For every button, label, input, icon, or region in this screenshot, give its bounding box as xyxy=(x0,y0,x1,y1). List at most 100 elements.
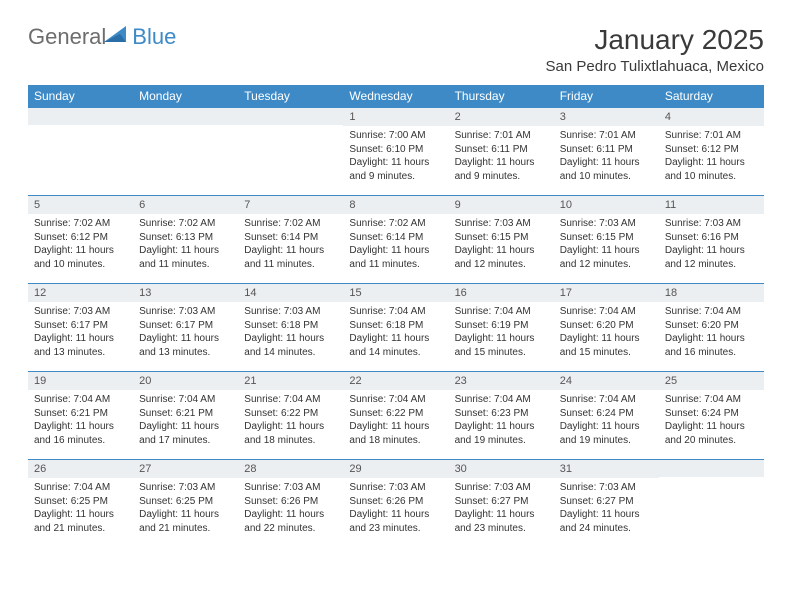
sunrise-text: Sunrise: 7:03 AM xyxy=(560,481,653,495)
calendar-cell: 17Sunrise: 7:04 AMSunset: 6:20 PMDayligh… xyxy=(554,284,659,372)
calendar-cell: 8Sunrise: 7:02 AMSunset: 6:14 PMDaylight… xyxy=(343,196,448,284)
day-number: 6 xyxy=(133,196,238,214)
daylight-text: Daylight: 11 hours and 12 minutes. xyxy=(665,244,758,271)
dayhead-sun: Sunday xyxy=(28,85,133,108)
sunrise-text: Sunrise: 7:04 AM xyxy=(34,481,127,495)
cell-body: Sunrise: 7:03 AMSunset: 6:17 PMDaylight:… xyxy=(133,302,238,363)
cell-body: Sunrise: 7:04 AMSunset: 6:20 PMDaylight:… xyxy=(554,302,659,363)
cell-body: Sunrise: 7:00 AMSunset: 6:10 PMDaylight:… xyxy=(343,126,448,187)
location-text: San Pedro Tulixtlahuaca, Mexico xyxy=(546,58,764,75)
calendar-cell: 2Sunrise: 7:01 AMSunset: 6:11 PMDaylight… xyxy=(449,108,554,196)
cell-body: Sunrise: 7:01 AMSunset: 6:12 PMDaylight:… xyxy=(659,126,764,187)
sunset-text: Sunset: 6:17 PM xyxy=(139,319,232,333)
sunrise-text: Sunrise: 7:03 AM xyxy=(34,305,127,319)
cell-body: Sunrise: 7:04 AMSunset: 6:22 PMDaylight:… xyxy=(343,390,448,451)
daylight-text: Daylight: 11 hours and 18 minutes. xyxy=(244,420,337,447)
sunrise-text: Sunrise: 7:03 AM xyxy=(455,217,548,231)
cell-body: Sunrise: 7:03 AMSunset: 6:15 PMDaylight:… xyxy=(449,214,554,275)
dayhead-mon: Monday xyxy=(133,85,238,108)
calendar-row: 26Sunrise: 7:04 AMSunset: 6:25 PMDayligh… xyxy=(28,460,764,548)
calendar-cell: 29Sunrise: 7:03 AMSunset: 6:26 PMDayligh… xyxy=(343,460,448,548)
sunrise-text: Sunrise: 7:03 AM xyxy=(244,305,337,319)
day-number: 27 xyxy=(133,460,238,478)
sunset-text: Sunset: 6:20 PM xyxy=(665,319,758,333)
sunrise-text: Sunrise: 7:03 AM xyxy=(244,481,337,495)
sunrise-text: Sunrise: 7:04 AM xyxy=(244,393,337,407)
calendar-cell: 26Sunrise: 7:04 AMSunset: 6:25 PMDayligh… xyxy=(28,460,133,548)
logo-text-general: General xyxy=(28,24,106,50)
daylight-text: Daylight: 11 hours and 20 minutes. xyxy=(665,420,758,447)
cell-body: Sunrise: 7:02 AMSunset: 6:13 PMDaylight:… xyxy=(133,214,238,275)
dayhead-thu: Thursday xyxy=(449,85,554,108)
day-number: 18 xyxy=(659,284,764,302)
day-number: 1 xyxy=(343,108,448,126)
calendar-cell: 9Sunrise: 7:03 AMSunset: 6:15 PMDaylight… xyxy=(449,196,554,284)
cell-body: Sunrise: 7:04 AMSunset: 6:23 PMDaylight:… xyxy=(449,390,554,451)
calendar-cell: 1Sunrise: 7:00 AMSunset: 6:10 PMDaylight… xyxy=(343,108,448,196)
sunset-text: Sunset: 6:15 PM xyxy=(560,231,653,245)
daylight-text: Daylight: 11 hours and 24 minutes. xyxy=(560,508,653,535)
cell-body: Sunrise: 7:03 AMSunset: 6:17 PMDaylight:… xyxy=(28,302,133,363)
day-number: 4 xyxy=(659,108,764,126)
cell-body: Sunrise: 7:04 AMSunset: 6:25 PMDaylight:… xyxy=(28,478,133,539)
daylight-text: Daylight: 11 hours and 11 minutes. xyxy=(349,244,442,271)
dayhead-sat: Saturday xyxy=(659,85,764,108)
daylight-text: Daylight: 11 hours and 11 minutes. xyxy=(244,244,337,271)
calendar-cell: 6Sunrise: 7:02 AMSunset: 6:13 PMDaylight… xyxy=(133,196,238,284)
calendar-cell: 12Sunrise: 7:03 AMSunset: 6:17 PMDayligh… xyxy=(28,284,133,372)
calendar-body: 1Sunrise: 7:00 AMSunset: 6:10 PMDaylight… xyxy=(28,108,764,548)
sunset-text: Sunset: 6:22 PM xyxy=(349,407,442,421)
day-number: 23 xyxy=(449,372,554,390)
cell-body: Sunrise: 7:04 AMSunset: 6:20 PMDaylight:… xyxy=(659,302,764,363)
sunset-text: Sunset: 6:27 PM xyxy=(455,495,548,509)
daylight-text: Daylight: 11 hours and 18 minutes. xyxy=(349,420,442,447)
day-number: 26 xyxy=(28,460,133,478)
cell-body: Sunrise: 7:03 AMSunset: 6:27 PMDaylight:… xyxy=(554,478,659,539)
title-block: January 2025 San Pedro Tulixtlahuaca, Me… xyxy=(546,24,764,75)
day-number: 3 xyxy=(554,108,659,126)
month-title: January 2025 xyxy=(546,24,764,56)
day-number: 20 xyxy=(133,372,238,390)
sunset-text: Sunset: 6:24 PM xyxy=(560,407,653,421)
calendar-row: 12Sunrise: 7:03 AMSunset: 6:17 PMDayligh… xyxy=(28,284,764,372)
sunset-text: Sunset: 6:12 PM xyxy=(665,143,758,157)
sunset-text: Sunset: 6:14 PM xyxy=(244,231,337,245)
sunset-text: Sunset: 6:24 PM xyxy=(665,407,758,421)
sunset-text: Sunset: 6:11 PM xyxy=(560,143,653,157)
calendar-cell: 7Sunrise: 7:02 AMSunset: 6:14 PMDaylight… xyxy=(238,196,343,284)
calendar-cell: 11Sunrise: 7:03 AMSunset: 6:16 PMDayligh… xyxy=(659,196,764,284)
daylight-text: Daylight: 11 hours and 21 minutes. xyxy=(34,508,127,535)
calendar-cell: 16Sunrise: 7:04 AMSunset: 6:19 PMDayligh… xyxy=(449,284,554,372)
sunrise-text: Sunrise: 7:03 AM xyxy=(560,217,653,231)
daylight-text: Daylight: 11 hours and 15 minutes. xyxy=(560,332,653,359)
daylight-text: Daylight: 11 hours and 10 minutes. xyxy=(665,156,758,183)
sunset-text: Sunset: 6:26 PM xyxy=(244,495,337,509)
calendar-cell: 31Sunrise: 7:03 AMSunset: 6:27 PMDayligh… xyxy=(554,460,659,548)
calendar-cell xyxy=(133,108,238,196)
day-number xyxy=(659,460,764,477)
sunset-text: Sunset: 6:18 PM xyxy=(244,319,337,333)
calendar-cell: 20Sunrise: 7:04 AMSunset: 6:21 PMDayligh… xyxy=(133,372,238,460)
cell-body: Sunrise: 7:04 AMSunset: 6:21 PMDaylight:… xyxy=(133,390,238,451)
sunrise-text: Sunrise: 7:04 AM xyxy=(139,393,232,407)
sunrise-text: Sunrise: 7:02 AM xyxy=(34,217,127,231)
cell-body: Sunrise: 7:03 AMSunset: 6:16 PMDaylight:… xyxy=(659,214,764,275)
sunrise-text: Sunrise: 7:02 AM xyxy=(244,217,337,231)
calendar-row: 19Sunrise: 7:04 AMSunset: 6:21 PMDayligh… xyxy=(28,372,764,460)
sunset-text: Sunset: 6:22 PM xyxy=(244,407,337,421)
daylight-text: Daylight: 11 hours and 16 minutes. xyxy=(34,420,127,447)
cell-body: Sunrise: 7:03 AMSunset: 6:25 PMDaylight:… xyxy=(133,478,238,539)
sunset-text: Sunset: 6:10 PM xyxy=(349,143,442,157)
calendar-row: 1Sunrise: 7:00 AMSunset: 6:10 PMDaylight… xyxy=(28,108,764,196)
day-number: 5 xyxy=(28,196,133,214)
calendar-cell: 3Sunrise: 7:01 AMSunset: 6:11 PMDaylight… xyxy=(554,108,659,196)
daylight-text: Daylight: 11 hours and 9 minutes. xyxy=(349,156,442,183)
calendar-cell: 30Sunrise: 7:03 AMSunset: 6:27 PMDayligh… xyxy=(449,460,554,548)
daylight-text: Daylight: 11 hours and 19 minutes. xyxy=(455,420,548,447)
sunset-text: Sunset: 6:13 PM xyxy=(139,231,232,245)
sunrise-text: Sunrise: 7:03 AM xyxy=(665,217,758,231)
daylight-text: Daylight: 11 hours and 21 minutes. xyxy=(139,508,232,535)
sunrise-text: Sunrise: 7:02 AM xyxy=(349,217,442,231)
sunrise-text: Sunrise: 7:04 AM xyxy=(665,393,758,407)
calendar-cell: 14Sunrise: 7:03 AMSunset: 6:18 PMDayligh… xyxy=(238,284,343,372)
